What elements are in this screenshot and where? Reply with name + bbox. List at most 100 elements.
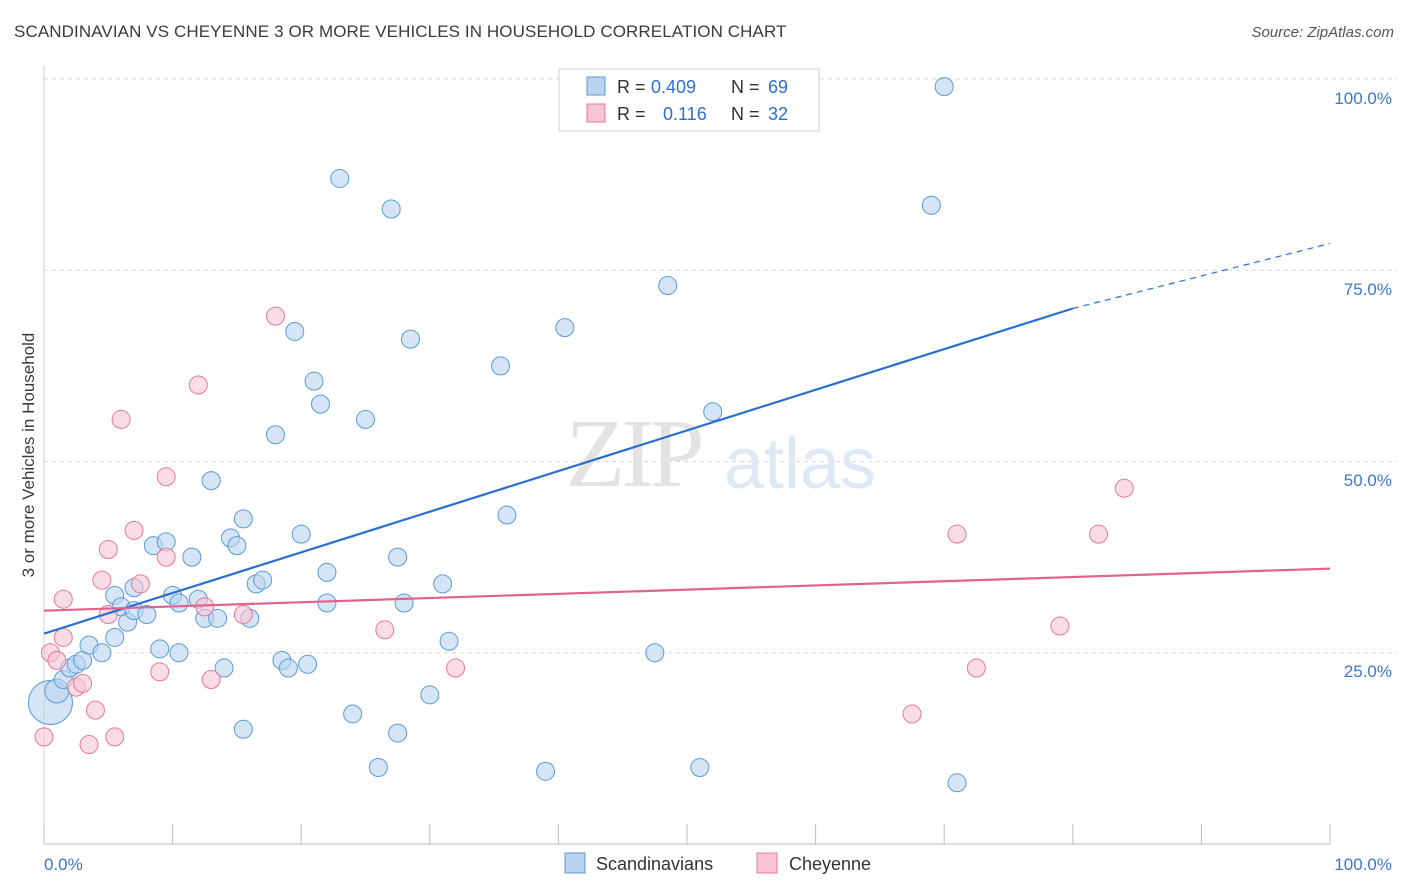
scandinavians-trend-extension: [1072, 242, 1331, 310]
cheyenne-point-12: [105, 727, 125, 747]
scandinavians-trend-line: [43, 307, 1074, 635]
cheyenne-point-29: [1050, 616, 1070, 636]
cheyenne-point-7: [79, 735, 99, 755]
cheyenne-point-21: [201, 670, 221, 690]
stats-n-value-1: 69: [768, 77, 788, 97]
stats-r-value-1: 0.409: [651, 77, 696, 97]
scandinavians-point-56: [491, 356, 511, 376]
scandinavians-point-20: [169, 643, 189, 663]
scandinavians-point-59: [555, 318, 575, 338]
stats-n-label-2: N =: [731, 104, 760, 124]
cheyenne-point-20: [195, 597, 215, 617]
x-tick-label-min: 0.0%: [44, 855, 83, 874]
cheyenne-point-18: [156, 467, 176, 487]
scandinavians-point-44: [330, 168, 350, 188]
cheyenne-point-19: [188, 375, 208, 395]
cheyenne-point-8: [85, 700, 105, 720]
scandinavians-point-66: [947, 773, 967, 793]
cheyenne-point-25: [446, 658, 466, 678]
scandinavians-point-54: [433, 574, 453, 594]
scandinavians-point-14: [137, 605, 157, 624]
source-label: Source: ZipAtlas.com: [1251, 24, 1394, 41]
scandinavians-point-57: [497, 505, 517, 525]
scandinavians-point-7: [92, 643, 112, 663]
legend-swatch-scandinavians: [564, 852, 586, 874]
y-tick-label-100: 100.0%: [1334, 89, 1392, 108]
scandinavians-point-45: [343, 704, 363, 724]
cheyenne-point-6: [73, 673, 93, 693]
cheyenne-point-27: [947, 524, 967, 544]
scandinavians-point-55: [439, 631, 459, 651]
scandinavians-point-41: [310, 394, 330, 414]
scandinavians-point-46: [356, 409, 375, 429]
scandinavians-point-42: [317, 562, 337, 582]
scandinavians-point-16: [150, 639, 170, 659]
scandinavians-point-34: [265, 425, 285, 445]
cheyenne-point-9: [92, 570, 112, 590]
cheyenne-points: [34, 306, 1134, 755]
stats-n-value-2: 32: [768, 104, 788, 124]
scandinavians-point-47: [368, 758, 388, 777]
cheyenne-point-26: [902, 704, 922, 724]
scandinavians-point-63: [703, 402, 723, 422]
scandinavians-point-33: [253, 570, 273, 590]
series-legend: Scandinavians Cheyenne: [564, 852, 871, 874]
stats-r-label-1: R =: [617, 77, 646, 97]
cheyenne-point-4: [53, 627, 73, 647]
trend-lines: [43, 242, 1331, 635]
y-tick-labels: 25.0% 50.0% 75.0% 100.0%: [1334, 89, 1392, 681]
scandinavians-point-26: [214, 658, 234, 678]
grid: [44, 78, 1398, 654]
y-tick-label-75: 75.0%: [1344, 280, 1392, 299]
scandinavians-point-51: [394, 593, 414, 613]
scandinavians-point-58: [536, 761, 556, 781]
scandinavians-point-60: [645, 643, 665, 663]
stats-legend-swatch-pink: [586, 103, 606, 123]
cheyenne-point-24: [375, 620, 395, 640]
scandinavians-point-19: [169, 593, 189, 613]
cheyenne-point-10: [98, 539, 118, 559]
stats-legend-swatch-blue: [586, 76, 606, 96]
cheyenne-point-23: [265, 306, 285, 326]
scandinavians-point-38: [291, 524, 311, 544]
scandinavians-point-61: [658, 276, 678, 296]
scandinavians-point-24: [201, 471, 221, 491]
legend-label-scandinavians: Scandinavians: [596, 854, 713, 874]
scandinavians-point-49: [388, 547, 408, 567]
cheyenne-point-13: [111, 409, 131, 429]
watermark: ZIP atlas: [566, 400, 877, 508]
scandinavians-point-37: [285, 321, 305, 341]
cheyenne-point-17: [156, 547, 176, 567]
scandinavians-point-25: [208, 608, 228, 628]
stats-n-label-1: N =: [731, 77, 760, 97]
scandinavians-point-48: [381, 199, 401, 219]
scandinavians-point-53: [420, 685, 440, 705]
scandinavians-point-36: [278, 658, 298, 678]
stats-r-value-2: 0.116: [663, 104, 707, 124]
cheyenne-point-14: [124, 520, 144, 540]
scandinavians-point-40: [304, 371, 324, 391]
cheyenne-point-2: [47, 650, 67, 670]
scandinavians-point-28: [227, 536, 247, 556]
legend-swatch-cheyenne: [756, 852, 778, 874]
y-tick-label-50: 50.0%: [1344, 471, 1392, 490]
scandinavians-point-64: [921, 195, 941, 215]
scandinavians-point-39: [298, 654, 318, 674]
scandinavians-point-21: [182, 547, 202, 567]
chart-title: SCANDINAVIAN VS CHEYENNE 3 OR MORE VEHIC…: [14, 22, 787, 41]
cheyenne-point-15: [130, 574, 150, 594]
y-axis-label: 3 or more Vehicles in Household: [19, 333, 38, 578]
scandinavians-point-43: [317, 593, 337, 613]
cheyenne-trend-line: [43, 567, 1331, 612]
watermark-atlas: atlas: [724, 424, 876, 504]
x-tick-label-max: 100.0%: [1334, 855, 1392, 874]
scandinavians-point-62: [690, 758, 710, 777]
scandinavians-point-8: [105, 627, 125, 647]
stats-r-label-2: R =: [617, 104, 646, 124]
watermark-zip: ZIP: [566, 400, 701, 508]
cheyenne-point-22: [233, 605, 253, 624]
stats-legend: R = 0.409 N = 69 R = 0.116 N = 32: [558, 68, 820, 132]
cheyenne-point-28: [966, 658, 986, 678]
cheyenne-point-3: [53, 589, 73, 609]
